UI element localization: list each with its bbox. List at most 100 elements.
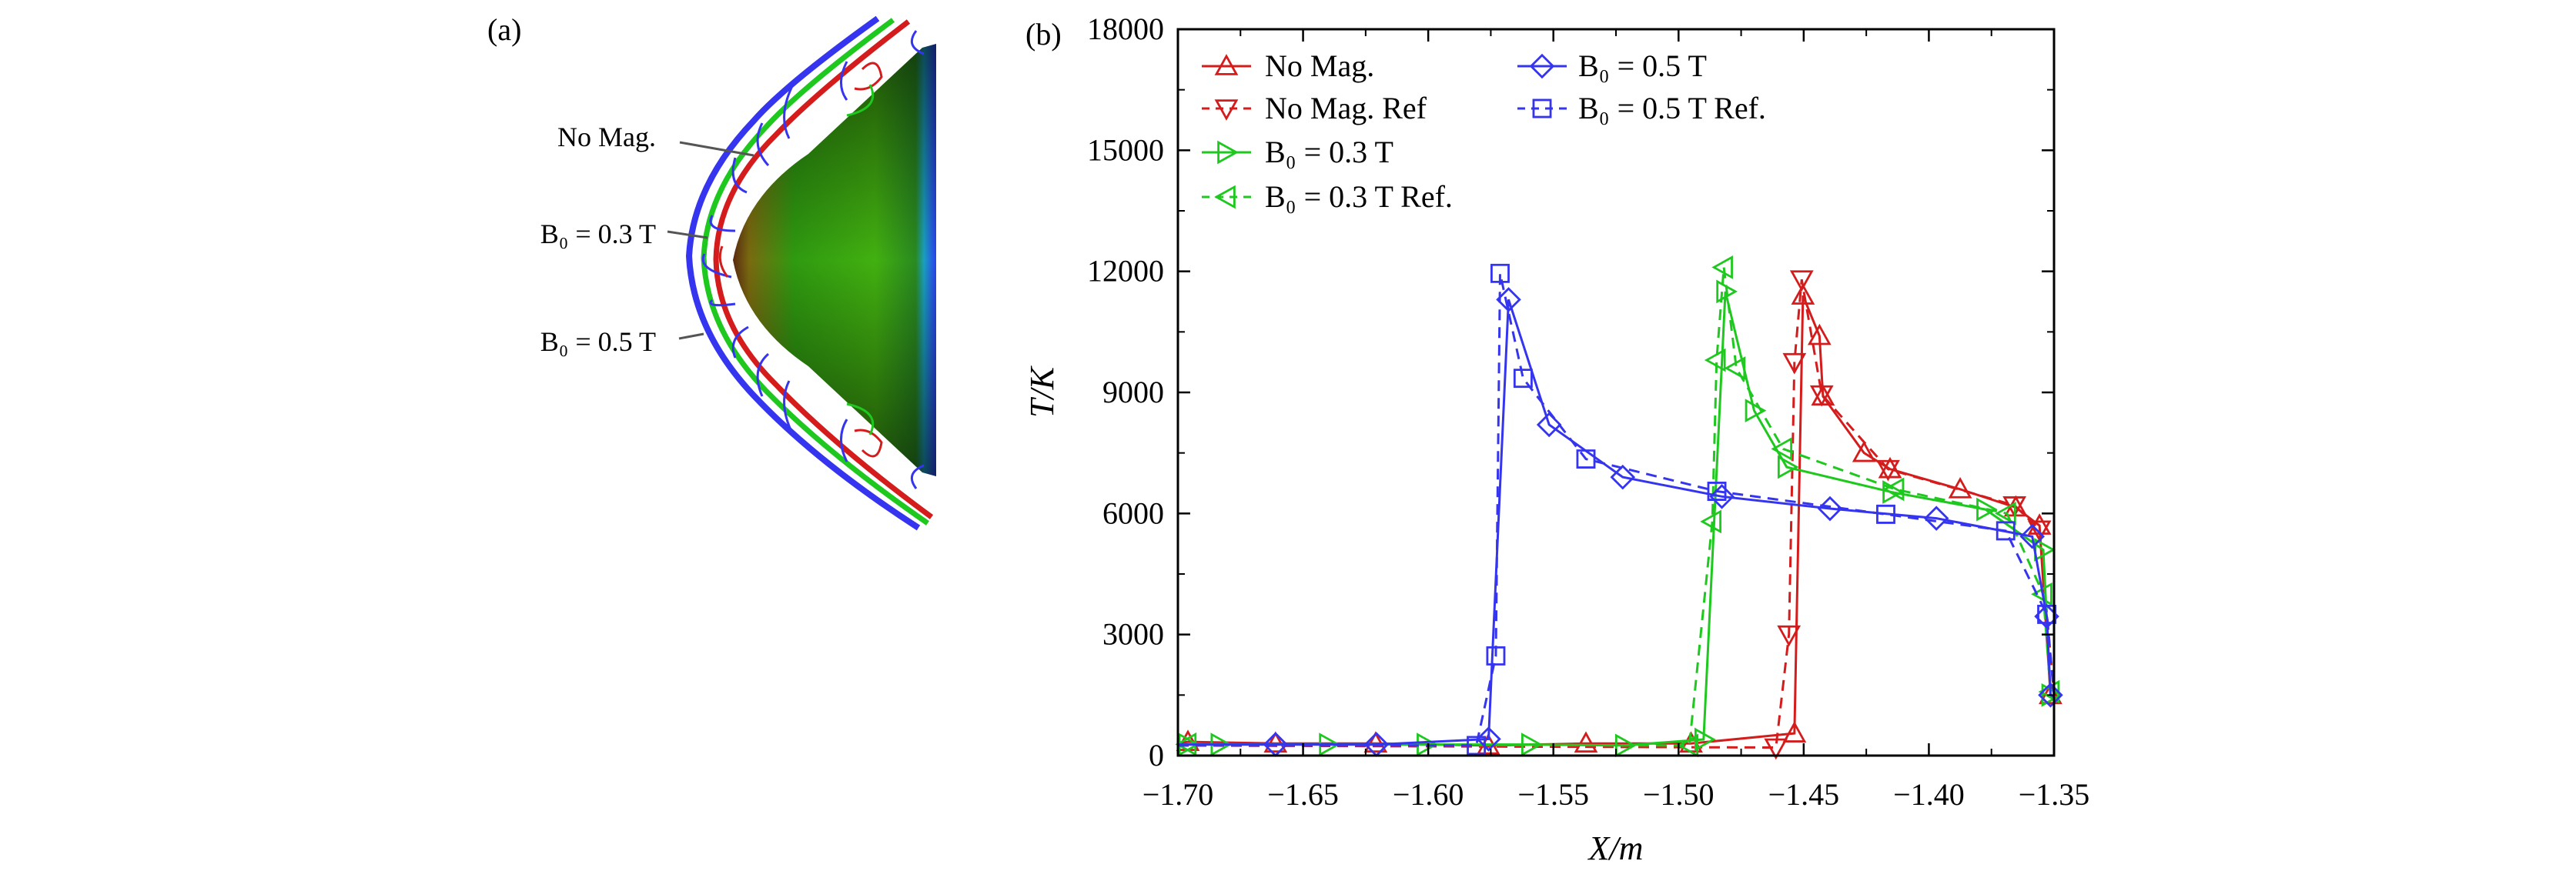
x-tick-label: −1.45	[1768, 777, 1840, 812]
legend-item: B₀ = 0.3 T Ref.	[1202, 179, 1453, 214]
legend-label: B₀ = 0.3 T	[1265, 135, 1393, 169]
data-point-square	[1467, 736, 1487, 756]
x-tick-label: −1.50	[1643, 777, 1715, 812]
x-tick-label: −1.70	[1142, 777, 1214, 812]
legend-marker-square	[1532, 98, 1552, 118]
data-point-square	[1707, 482, 1727, 501]
leader-no-mag	[679, 141, 754, 157]
series-line	[1178, 299, 2055, 746]
data-point-triangle-up	[1852, 440, 1876, 462]
data-point-diamond	[1610, 464, 1636, 490]
series-1	[1177, 270, 2056, 760]
data-point-triangle-up	[1574, 731, 1598, 753]
data-point-triangle-down	[1789, 270, 1814, 292]
data-point-triangle-up	[1363, 731, 1388, 753]
data-point-triangle-left	[1700, 509, 1721, 534]
legend-item: B₀ = 0.5 T	[1517, 48, 1707, 83]
data-point-triangle-left	[1677, 733, 1699, 758]
data-point-diamond	[2038, 682, 2063, 708]
data-point-diamond	[1923, 506, 1949, 531]
x-tick-label: −1.65	[1267, 777, 1339, 812]
legend-label: No Mag. Ref	[1265, 91, 1427, 125]
data-point-square	[1576, 449, 1596, 469]
y-tick-label: 15000	[1087, 132, 1164, 167]
y-tick-label: 12000	[1087, 254, 1164, 289]
data-point-triangle-up	[1811, 384, 1835, 406]
data-point-diamond	[1476, 726, 1501, 752]
annotation-b03: B₀ = 0.3 T	[540, 219, 656, 249]
data-point-triangle-left	[1882, 477, 1905, 502]
data-point-square	[1996, 521, 2016, 541]
data-point-triangle-left	[1771, 437, 1792, 461]
data-point-triangle-right	[1745, 399, 1767, 422]
y-tick-label: 3000	[1102, 617, 1164, 652]
series-line	[1178, 272, 2056, 747]
data-point-triangle-right	[1614, 733, 1637, 758]
data-point-square	[1486, 646, 1506, 666]
legend-marker-triangle-up	[1214, 54, 1239, 75]
vehicle-body-shading	[733, 44, 936, 476]
x-axis-title: X/m	[1587, 829, 1644, 867]
data-point-triangle-down	[1782, 352, 1807, 375]
x-tick-label: −1.40	[1893, 777, 1965, 812]
data-point-square	[1513, 369, 1533, 389]
legend-marker-diamond	[1529, 53, 1555, 79]
y-tick-label: 9000	[1102, 375, 1164, 409]
data-point-triangle-down	[1777, 625, 1802, 647]
data-point-triangle-left	[1724, 356, 1746, 380]
series-3	[1175, 255, 2060, 758]
leader-b03	[667, 230, 708, 239]
legend-label: B₀ = 0.3 T Ref.	[1265, 179, 1453, 214]
data-point-square	[2037, 604, 2057, 624]
legend-label: No Mag.	[1265, 48, 1374, 83]
data-point-triangle-up	[1807, 323, 1832, 345]
y-tick-label: 6000	[1102, 496, 1164, 530]
data-point-triangle-right	[2041, 682, 2063, 707]
shock-no-mag	[713, 19, 934, 519]
data-point-triangle-up	[1782, 721, 1807, 743]
series-line	[1178, 291, 2056, 747]
y-tick-label: 18000	[1087, 12, 1164, 46]
legend-item: No Mag. Ref	[1202, 91, 1427, 125]
legend-marker-triangle-right	[1217, 140, 1239, 165]
panel-a: (a) No Mag. B₀ = 0.3 T	[487, 12, 936, 531]
data-point-diamond	[1496, 287, 1521, 312]
series-4	[1178, 287, 2063, 757]
data-point-triangle-down	[1764, 738, 1788, 760]
x-tick-label: −1.55	[1517, 777, 1589, 812]
data-point-square	[1876, 504, 1895, 524]
data-point-triangle-left	[1994, 501, 2016, 526]
series-line	[1177, 267, 2056, 747]
axis-ticks: −1.70 −1.65 −1.60 −1.55 −1.50 −1.45 −1.40 −1.35…	[1087, 12, 2089, 812]
legend-item: B₀ = 0.5 T Ref.	[1517, 91, 1766, 125]
data-point-triangle-right	[1976, 497, 1998, 522]
annotation-no-mag: No Mag.	[557, 122, 656, 152]
data-point-diamond	[2019, 523, 2045, 549]
data-point-diamond	[1709, 484, 1735, 509]
data-point-triangle-down	[1809, 385, 1834, 407]
legend-item: B₀ = 0.3 T	[1202, 135, 1393, 169]
legend-label: B₀ = 0.5 T	[1578, 48, 1707, 83]
x-tick-label: −1.35	[2019, 777, 2090, 812]
data-point-triangle-up	[1263, 731, 1288, 753]
contour-lines	[701, 30, 925, 489]
panel-a-label: (a)	[487, 12, 521, 47]
legend: No Mag. No Mag. Ref B₀ = 0.3 T B₀ = 0.3 T R…	[1202, 48, 1766, 214]
data-point-triangle-left	[1711, 255, 1733, 279]
panel-b-label: (b)	[1025, 17, 1062, 52]
data-point-triangle-right	[1882, 480, 1904, 504]
series-line	[1177, 279, 2056, 749]
leader-b05	[678, 332, 704, 340]
data-point-triangle-down	[2027, 520, 2052, 542]
shock-b05	[685, 15, 921, 531]
legend-marker-triangle-down	[1214, 99, 1239, 121]
legend-item: No Mag.	[1202, 48, 1374, 83]
plot-area	[1175, 255, 2063, 760]
series-5	[1178, 263, 2057, 756]
data-point-triangle-left	[1704, 348, 1726, 372]
data-point-square	[1490, 263, 1510, 283]
x-tick-label: −1.60	[1393, 777, 1464, 812]
data-point-triangle-right	[1777, 455, 1799, 479]
legend-label: B₀ = 0.5 T Ref.	[1578, 91, 1766, 125]
